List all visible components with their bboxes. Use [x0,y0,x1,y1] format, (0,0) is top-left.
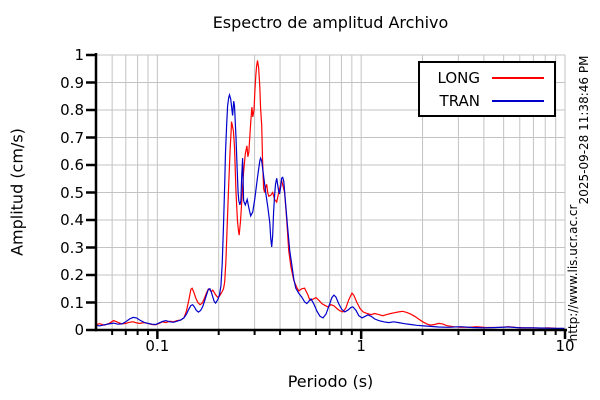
y-tick-label: 0.2 [60,266,84,284]
watermark-url: http://www.lis.ucr.ac.cr [566,204,580,342]
timestamp-label: 2025-09-28 11:38:46 PM [577,55,591,205]
legend-entry-long: LONG [420,69,554,87]
x-tick-label: 10 [555,337,575,355]
x-tick-label: 1 [356,337,366,355]
y-tick-label: 0.4 [60,211,84,229]
y-tick-label: 0.1 [60,293,84,312]
legend-label-tran: TRAN [439,91,480,110]
chart-title: Espectro de amplitud Archivo [212,13,449,32]
series-line-long [95,60,565,330]
y-tick-label: 0.7 [60,128,84,147]
legend-line-swatch-long [492,76,544,79]
y-tick-label: 0 [74,321,84,339]
x-axis-label: Periodo (s) [287,372,374,391]
y-tick-label: 0.5 [60,183,84,202]
legend-entry-tran: TRAN [420,92,554,110]
legend-box: LONG TRAN [418,61,556,117]
series-line-tran [95,92,565,329]
y-tick-label: 1 [74,46,84,64]
y-tick-label: 0.9 [60,73,84,92]
y-tick-label: 0.8 [60,101,84,119]
x-tick-label: 0.1 [145,337,170,355]
legend-label-long: LONG [437,68,480,87]
y-tick-label: 0.6 [60,156,84,174]
y-tick-label: 0.3 [60,238,84,257]
legend-line-swatch-tran [492,99,544,102]
